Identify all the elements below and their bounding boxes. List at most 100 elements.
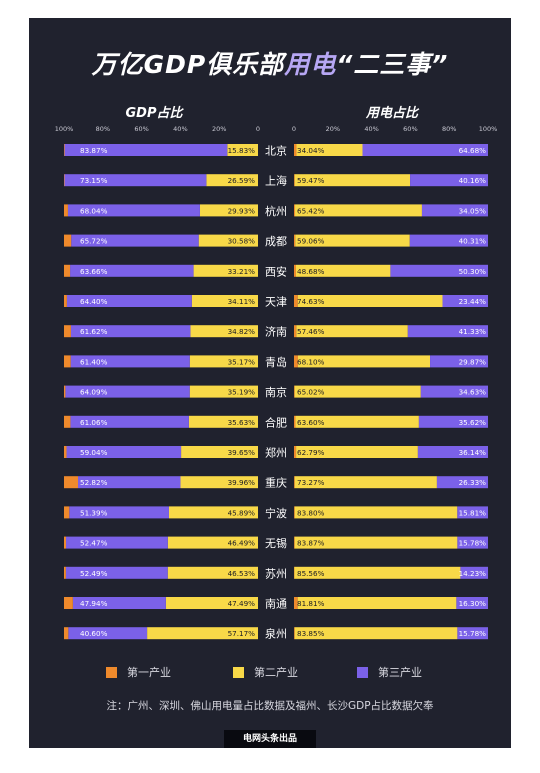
gdp-bar-第一产业-8 (64, 385, 66, 398)
gdp-bar-第一产业-16 (64, 627, 69, 640)
city-label-8: 南京 (265, 385, 287, 399)
power-bar-第三产业-0 (362, 144, 488, 156)
power-label-tertiary-13: 15.78% (459, 539, 487, 548)
gdp-label-tertiary-5: 64.40% (80, 297, 108, 306)
axis-tick-label-r-3: 60% (403, 125, 417, 133)
gdp-bar-第三产业-8 (65, 385, 190, 398)
city-label-15: 南通 (265, 598, 287, 611)
legend-item-tertiary: 第三产业 (357, 664, 422, 680)
power-bar-第二产业-3 (295, 234, 410, 247)
power-label-tertiary-15: 16.30% (459, 599, 487, 608)
gdp-bar-第一产业-9 (64, 415, 71, 428)
gdp-bar-第二产业-9 (188, 415, 258, 428)
power-bar-第一产业-16 (294, 627, 295, 640)
gdp-bar-第二产业-12 (168, 506, 258, 519)
gdp-label-secondary-11: 39.96% (228, 478, 256, 487)
power-bar-第二产业-4 (295, 264, 391, 277)
power-label-tertiary-1: 40.16% (459, 176, 487, 185)
power-bar-第二产业-13 (294, 536, 458, 549)
power-label-tertiary-9: 35.62% (459, 418, 487, 427)
gdp-share-title: GDP占比 (125, 106, 183, 121)
power-bar-第一产业-10 (294, 446, 297, 458)
power-bar-第三产业-6 (407, 325, 488, 338)
power-bar-第三产业-3 (409, 234, 488, 247)
power-bar-第一产业-8 (294, 385, 295, 398)
power-bar-第三产业-8 (420, 385, 488, 398)
footnote: 注：广州、深圳、佛山用电量占比数据及福州、长沙GDP占比数据欠奉 (106, 700, 434, 712)
gdp-bar-第三产业-16 (68, 627, 148, 640)
power-bar-第三产业-1 (410, 174, 488, 187)
axis-tick-label-l-2: 60% (134, 125, 148, 133)
power-label-tertiary-8: 34.63% (459, 388, 487, 397)
title-main: 万亿GDP俱乐部 (91, 50, 285, 79)
legend-swatch-primary (106, 666, 117, 678)
gdp-bar-第一产业-6 (64, 325, 71, 338)
power-label-secondary-11: 73.27% (297, 478, 325, 487)
power-bar-第三产业-12 (457, 506, 488, 519)
legend-label-secondary: 第二产业 (254, 666, 298, 679)
power-label-tertiary-7: 29.87% (459, 357, 487, 366)
power-bar-第三产业-11 (436, 476, 488, 489)
power-bar-第一产业-3 (294, 234, 296, 247)
gdp-label-secondary-16: 57.17% (228, 629, 256, 638)
gdp-bar-第二产业-14 (167, 566, 258, 579)
power-share-title: 用电占比 (365, 106, 418, 121)
gdp-label-secondary-1: 26.59% (228, 176, 256, 185)
gdp-bar-第一产业-12 (64, 506, 70, 519)
gdp-bar-第二产业-8 (189, 385, 258, 398)
power-bar-第一产业-1 (294, 174, 295, 187)
legend-swatch-secondary (233, 666, 244, 678)
power-bar-第三产业-10 (417, 446, 488, 458)
gdp-label-tertiary-6: 61.62% (80, 327, 108, 336)
power-bar-第一产业-13 (294, 536, 295, 549)
gdp-bar-第二产业-7 (189, 355, 258, 368)
axis-tick-label-r-0: 0 (292, 125, 296, 133)
power-bar-第二产业-2 (295, 204, 422, 217)
gdp-bar-第一产业-2 (64, 204, 68, 217)
gdp-label-tertiary-3: 65.72% (80, 237, 108, 246)
gdp-bar-第二产业-1 (206, 174, 258, 187)
power-label-secondary-6: 57.46% (297, 327, 325, 336)
power-bar-第三产业-7 (430, 355, 488, 368)
gdp-bar-第三产业-13 (66, 536, 168, 549)
gdp-label-secondary-6: 34.82% (228, 327, 256, 336)
gdp-bar-第二产业-15 (165, 597, 258, 609)
gdp-label-secondary-4: 33.21% (228, 267, 256, 276)
gdp-label-tertiary-1: 73.15% (80, 176, 108, 185)
power-bar-第一产业-15 (294, 597, 298, 609)
power-label-secondary-7: 68.10% (297, 357, 325, 366)
legend-swatch-tertiary (357, 666, 368, 678)
city-label-11: 重庆 (265, 476, 287, 490)
title-highlight: 用电 (284, 50, 337, 79)
power-label-tertiary-16: 15.78% (459, 629, 487, 638)
power-label-secondary-9: 63.60% (297, 418, 325, 427)
gdp-label-tertiary-0: 83.87% (80, 146, 108, 155)
gdp-bar-第三产业-12 (69, 506, 169, 519)
gdp-bar-第三产业-0 (64, 144, 228, 156)
gdp-bar-第三产业-4 (70, 264, 194, 277)
gdp-bar-第一产业-5 (64, 295, 67, 307)
power-label-secondary-0: 34.04% (297, 146, 325, 155)
gdp-label-secondary-12: 45.89% (228, 508, 256, 517)
gdp-label-tertiary-9: 61.06% (80, 418, 108, 427)
gdp-bar-第一产业-14 (64, 566, 66, 579)
gdp-bar-第三产业-6 (70, 325, 191, 338)
power-bar-第一产业-6 (294, 325, 297, 338)
gdp-bar-第二产业-13 (167, 536, 258, 549)
gdp-bar-第三产业-15 (72, 597, 166, 609)
power-bar-第二产业-14 (294, 566, 461, 579)
gdp-bar-第二产业-2 (199, 204, 258, 217)
axis-tick-label-r-1: 20% (326, 125, 340, 133)
gdp-label-secondary-5: 34.11% (228, 297, 256, 306)
gdp-bar-第一产业-15 (64, 597, 73, 609)
gdp-bar-第二产业-6 (190, 325, 258, 338)
power-label-tertiary-2: 34.05% (459, 206, 487, 215)
power-bar-第二产业-16 (294, 627, 458, 640)
power-bar-第一产业-11 (294, 476, 295, 489)
city-label-1: 上海 (265, 174, 287, 188)
gdp-label-tertiary-4: 63.66% (80, 267, 108, 276)
power-bar-第二产业-15 (297, 597, 457, 609)
power-bar-第一产业-7 (294, 355, 298, 368)
axis-tick-label-l-3: 40% (173, 125, 187, 133)
gdp-label-secondary-10: 39.65% (228, 448, 256, 457)
